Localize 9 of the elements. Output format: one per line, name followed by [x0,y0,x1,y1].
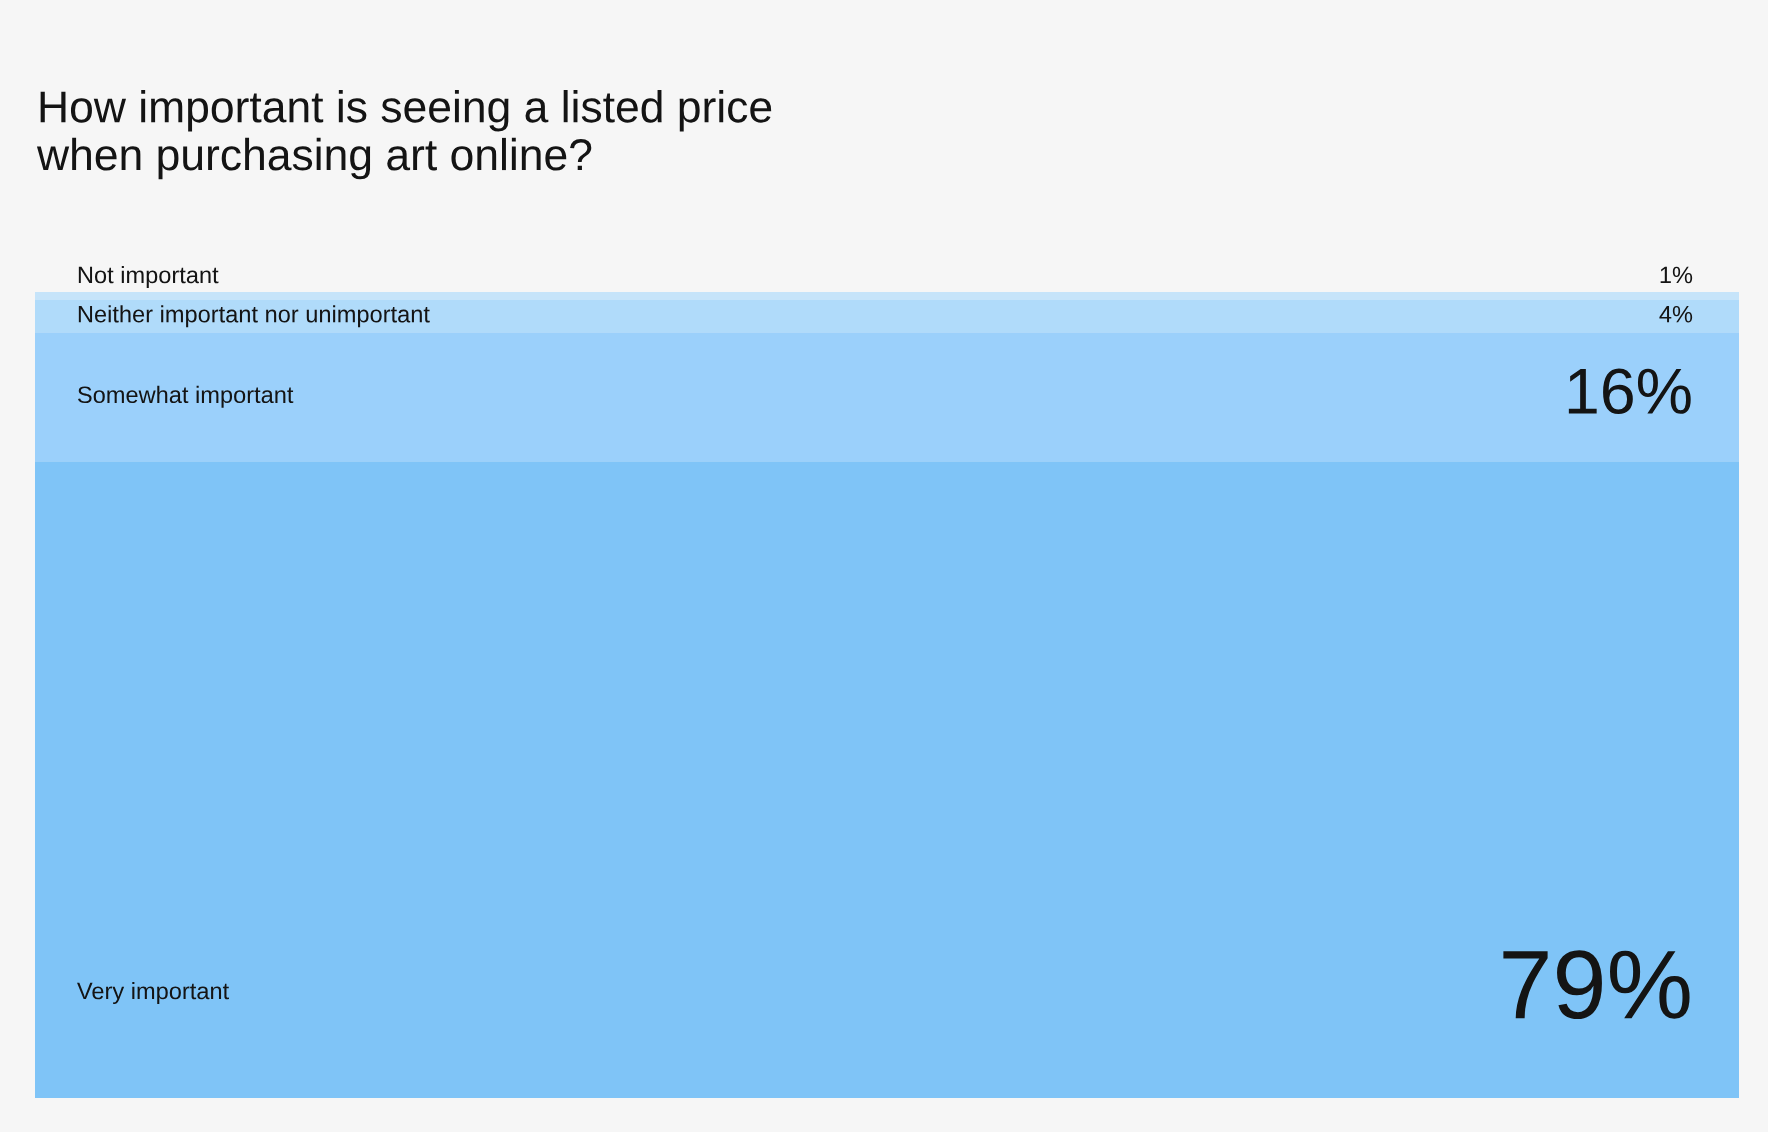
data-label: 1% [1660,266,1693,284]
data-label: 16% [1568,368,1691,415]
series-label: Not important [78,265,219,288]
chart-title: How important is seeing a listed price when purchasing art online? [36,90,772,180]
data-label: 4% [1659,305,1693,323]
data-label: 79% [1503,950,1690,1020]
series-label: Very important [77,981,229,1005]
series-label: Neither important nor unimportant [78,305,430,328]
series-label: Somewhat important [77,385,294,408]
